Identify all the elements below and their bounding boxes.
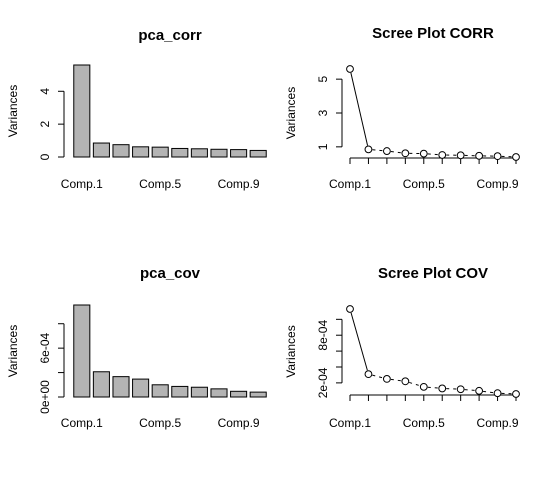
series-line-segment — [464, 389, 476, 391]
bar — [151, 146, 169, 158]
x-tick-label: Comp.1 — [61, 177, 103, 191]
x-tick-label: Comp.1 — [329, 416, 371, 430]
series-line-segment — [390, 151, 402, 154]
data-point — [438, 151, 447, 159]
data-point — [382, 375, 391, 383]
data-point — [438, 384, 447, 393]
y-tick-label: 3 — [316, 109, 330, 116]
data-point — [419, 149, 428, 158]
chart-title: Scree Plot COV — [378, 265, 488, 282]
data-point — [493, 389, 502, 398]
x-tick-label: Comp.1 — [329, 177, 371, 191]
y-tick-label: 8e-04 — [316, 320, 330, 351]
chart-title: Scree Plot CORR — [372, 25, 494, 42]
bar — [92, 371, 110, 398]
y-tick-label: 0 — [38, 153, 52, 160]
bar — [210, 388, 228, 398]
bar — [230, 149, 248, 158]
bar — [190, 386, 208, 398]
y-tick-label: 6e-04 — [38, 332, 52, 363]
bar — [249, 149, 267, 158]
bar — [249, 391, 267, 398]
data-point — [475, 386, 484, 395]
x-tick-label: Comp.5 — [403, 416, 445, 430]
bar — [132, 378, 150, 398]
data-point — [346, 305, 354, 313]
bar — [151, 384, 169, 398]
y-tick-label: 0e+00 — [38, 380, 52, 414]
x-tick-label: Comp.1 — [61, 416, 103, 430]
y-tick-label: 2 — [38, 120, 52, 127]
series-line-segment — [427, 153, 439, 156]
x-tick-label: Comp.9 — [218, 416, 260, 430]
x-tick-label: Comp.5 — [139, 177, 181, 191]
series-line-segment — [372, 374, 384, 379]
data-point — [512, 390, 520, 398]
series-line-segment — [409, 381, 421, 387]
series-line-segment — [390, 378, 402, 382]
x-tick-label: Comp.9 — [477, 416, 519, 430]
chart-title: pca_cov — [140, 265, 201, 282]
data-point — [382, 147, 391, 155]
data-point — [456, 151, 465, 160]
bar — [210, 148, 228, 158]
y-axis-label: Variances — [6, 85, 20, 137]
y-axis-label: Variances — [284, 87, 298, 139]
series-line-segment — [350, 312, 368, 371]
y-axis-label: Variances — [284, 325, 298, 377]
x-tick-label: Comp.9 — [477, 177, 519, 191]
y-tick-label: 4 — [38, 88, 52, 95]
x-tick-label: Comp.9 — [218, 177, 260, 191]
y-tick-label: 5 — [316, 75, 330, 82]
series-line-segment — [350, 72, 369, 146]
y-axis-label: Variances — [6, 325, 20, 377]
bar — [92, 142, 110, 158]
data-point — [401, 149, 410, 158]
bar — [171, 147, 189, 158]
bar — [230, 390, 248, 398]
data-point — [456, 385, 465, 394]
x-tick-label: Comp.5 — [403, 177, 445, 191]
data-point — [512, 153, 520, 161]
bar — [112, 144, 130, 158]
series-line-segment — [372, 149, 383, 152]
data-point — [475, 151, 484, 160]
chart-title: pca_corr — [138, 27, 202, 44]
x-tick-label: Comp.5 — [139, 416, 181, 430]
data-point — [364, 370, 373, 379]
bar — [73, 64, 91, 158]
data-point — [493, 152, 502, 161]
y-tick-label: 1 — [316, 143, 330, 150]
bar — [171, 385, 189, 398]
series-line-segment — [427, 386, 439, 389]
data-point — [419, 382, 428, 391]
series-line-segment — [483, 390, 494, 394]
bar — [132, 146, 150, 158]
data-point — [364, 145, 373, 154]
y-tick-label: 2e-04 — [316, 367, 330, 398]
bar — [112, 376, 130, 398]
data-point — [346, 65, 354, 73]
bar — [73, 304, 91, 398]
bar — [190, 148, 208, 158]
data-point — [401, 377, 410, 386]
